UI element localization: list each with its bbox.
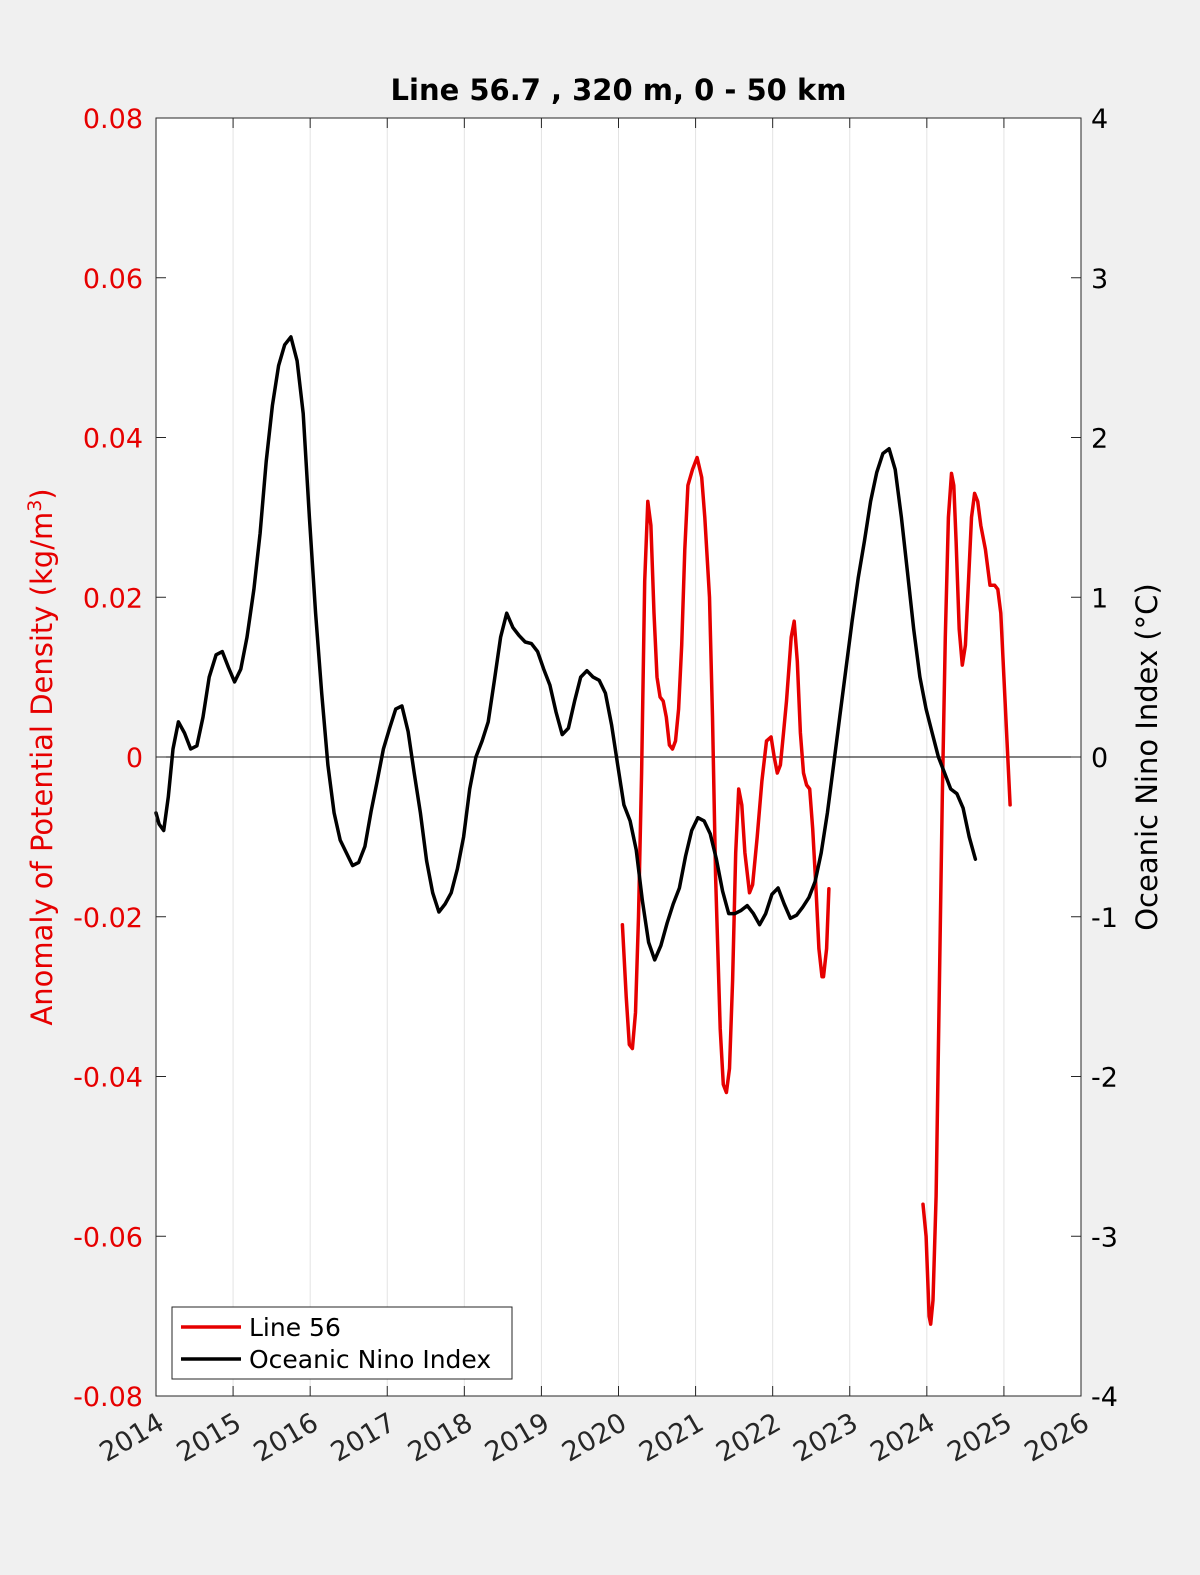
left-tick-label: -0.02 [73,903,143,934]
left-axis-label: Anomaly of Potential Density (kg/m3) [24,488,59,1025]
left-tick-label: 0 [126,743,143,774]
right-axis-label: Oceanic Nino Index (°C) [1130,583,1164,931]
right-tick-label: 3 [1091,264,1108,295]
right-tick-label: -4 [1091,1382,1118,1413]
right-tick-label: -3 [1091,1222,1118,1253]
right-tick-label: 2 [1091,424,1108,455]
series-line-oni-segment-0 [154,335,978,962]
left-tick-label: 0.08 [83,104,143,135]
right-tick-label: -2 [1091,1063,1118,1094]
chart-title: Line 56.7 , 320 m, 0 - 50 km [391,73,847,107]
right-tick-label: 1 [1091,583,1108,614]
series-line-line-56-segment-0 [620,455,831,1095]
left-tick-label: 0.06 [83,264,143,295]
right-axis-ticks: -4 -3 -2 -1 0 1 2 3 4 [1071,104,1118,1413]
series-lines [154,335,1012,1326]
right-tick-label: 0 [1091,743,1108,774]
left-tick-label: -0.04 [73,1063,143,1094]
left-tick-label: -0.08 [73,1382,143,1413]
legend-box [171,1306,513,1380]
left-axis-label-superscript: 3 [24,500,46,512]
left-axis-label-end: ) [25,488,59,499]
right-tick-label: -1 [1091,903,1118,934]
series-line-line-56-segment-1 [921,471,1012,1326]
right-tick-label: 4 [1091,104,1108,135]
legend-label-line-56: Line 56 [249,1313,341,1342]
left-tick-label: 0.02 [83,583,143,614]
left-axis-ticks: -0.08 -0.06 -0.04 -0.02 0 0.02 0.04 0.06 0.08 [73,104,166,1413]
left-tick-label: -0.06 [73,1222,143,1253]
legend-label-oni: Oceanic Nino Index [249,1345,491,1374]
legend: Line 56 Oceanic Nino Index [171,1306,513,1380]
left-axis-label-text: Anomaly of Potential Density (kg/m [25,512,59,1026]
left-tick-label: 0.04 [83,424,143,455]
